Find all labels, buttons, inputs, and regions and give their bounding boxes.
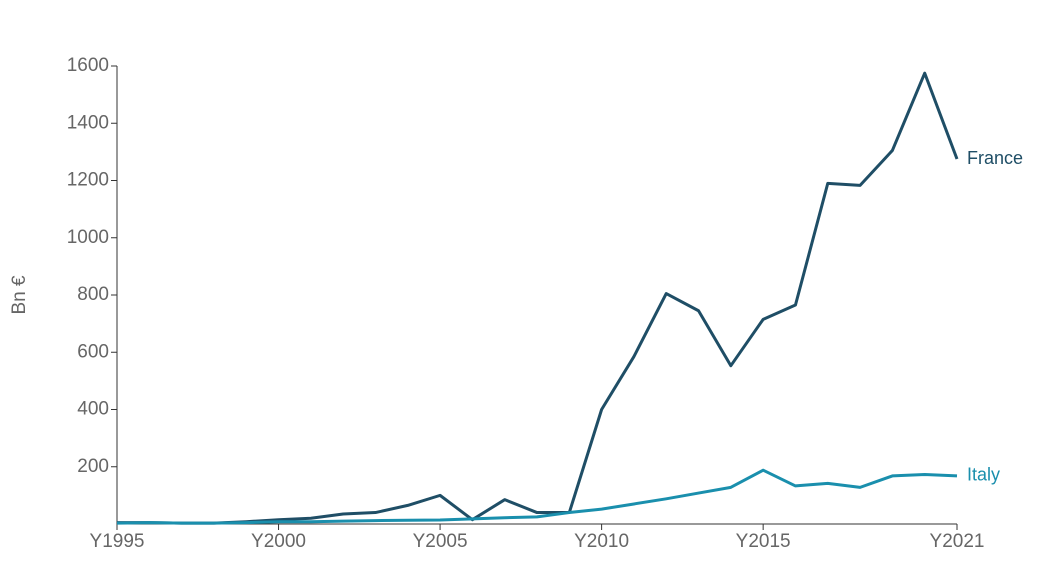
x-tick-label: Y2000: [251, 531, 306, 552]
y-tick-label: 1600: [67, 55, 109, 76]
legend-label: Italy: [967, 465, 1000, 485]
line: [117, 71, 959, 525]
x-tick-label: Y2005: [413, 531, 468, 552]
y-tick-label: 800: [77, 284, 109, 305]
y-tick-label: 200: [77, 456, 109, 477]
x-tick-label: Y2010: [574, 531, 629, 552]
x-tick-label: Y2015: [736, 531, 791, 552]
y-tick-label: 600: [77, 341, 109, 362]
y-tick-label: 1200: [67, 170, 109, 191]
y-axis-label: Bn €: [9, 275, 30, 315]
x-tick-label: Y1995: [90, 531, 145, 552]
legend-label: France: [967, 148, 1023, 168]
line: [116, 468, 958, 525]
x-tick-label: Y2021: [930, 531, 985, 552]
y-tick-label: 400: [77, 399, 109, 420]
y-tick-label: 1400: [67, 112, 109, 133]
y-tick-label: 1000: [67, 227, 109, 248]
